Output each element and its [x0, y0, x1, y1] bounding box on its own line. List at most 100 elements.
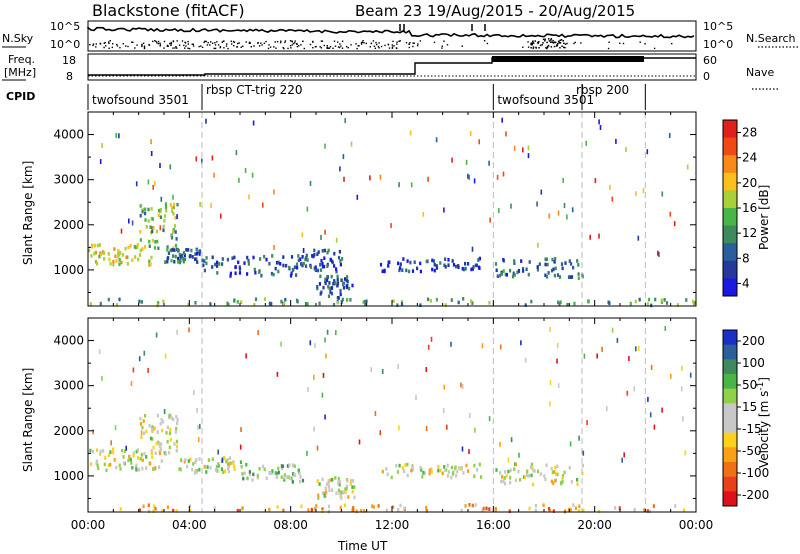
scatter-cell [475, 263, 478, 268]
nsearch-point [558, 41, 560, 43]
scatter-cell [254, 270, 257, 275]
scatter-cell [351, 485, 354, 489]
noise-cell [147, 179, 150, 185]
scatter-cell [470, 267, 473, 272]
nsearch-point [213, 47, 215, 50]
scatter-cell [316, 479, 319, 483]
nsearch-point [550, 46, 553, 48]
scatter-cell [300, 504, 303, 509]
nsearch-point [291, 44, 293, 46]
noise-cell [374, 411, 377, 416]
scatter-cell [275, 475, 278, 479]
noise-cell [324, 229, 326, 235]
nsearch-point [174, 47, 176, 49]
nsky-panel: N.Sky 10^5 10^0 10^5 10^0 N.Search [2, 20, 798, 52]
scatter-cell [462, 471, 465, 475]
nsearch-point [549, 41, 552, 43]
noise-cell [653, 424, 656, 430]
scatter-cell [280, 466, 283, 470]
scatter-cell [349, 482, 352, 486]
scatter-cell [218, 262, 221, 266]
nsearch-point [564, 46, 566, 49]
nsearch-point [258, 45, 261, 47]
scatter-cell [556, 464, 559, 469]
noise-cell [689, 372, 692, 378]
scatter-cell [157, 213, 160, 218]
scatter-cell [194, 301, 197, 305]
noise-cell [324, 414, 326, 420]
scatter-cell [327, 479, 330, 483]
scatter-cell [297, 254, 300, 258]
scatter-cell [345, 487, 348, 491]
colorbar-swatch [723, 155, 737, 174]
scatter-cell [335, 491, 338, 496]
noise-cell [430, 336, 433, 342]
scatter-cell [317, 493, 320, 498]
scatter-cell [169, 437, 172, 442]
nsearch-point [227, 47, 229, 50]
noise-cell [451, 157, 453, 163]
scatter-cell [344, 277, 347, 281]
scatter-cell [299, 257, 302, 261]
nsearch-point [261, 44, 263, 46]
scatter-cell [350, 478, 353, 483]
scatter-cell [425, 259, 428, 264]
noise-cell [276, 371, 279, 377]
nsearch-point [396, 43, 398, 45]
scatter-cell [355, 509, 358, 514]
colorbar-tick-label: 12 [742, 226, 757, 240]
scatter-cell [95, 448, 99, 452]
scatter-cell [169, 413, 172, 418]
scatter-cell [324, 281, 327, 286]
scatter-cell [685, 298, 688, 302]
scatter-cell [360, 509, 363, 513]
noise-cell [583, 353, 586, 359]
scatter-cell [148, 239, 151, 244]
nsearch-point [320, 40, 323, 42]
scatter-cell [103, 257, 106, 261]
power-colorbar-ticks: 28 24 20 16 12 8 4 [737, 126, 757, 290]
noise-cell [314, 343, 316, 348]
scatter-cell [118, 262, 121, 267]
scatter-cell [398, 268, 401, 273]
scatter-cell [330, 291, 334, 296]
nsearch-point [548, 40, 551, 42]
scatter-cell [195, 257, 198, 261]
noise-cell [502, 171, 505, 177]
scatter-cell [271, 254, 274, 258]
scatter-cell [474, 503, 477, 507]
scatter-cell [96, 261, 99, 266]
scatter-cell [271, 469, 274, 473]
scatter-cell [163, 219, 166, 223]
nsearch-point [275, 47, 277, 49]
scatter-cell [561, 480, 564, 484]
colorbar-swatch [723, 447, 737, 463]
noise-cell [409, 130, 412, 136]
scatter-cell [120, 448, 124, 453]
scatter-cell [464, 266, 467, 271]
scatter-cell [325, 490, 328, 494]
scatter-cell [160, 459, 163, 463]
scatter-cell [122, 455, 125, 459]
scatter-cell [148, 509, 151, 514]
nsearch-point [534, 40, 536, 42]
scatter-cell [327, 294, 331, 298]
scatter-cell [464, 261, 467, 266]
scatter-cell [517, 268, 520, 273]
scatter-cell [97, 466, 100, 470]
colorbar-swatch [723, 403, 737, 419]
scatter-cell [520, 259, 523, 263]
noise-cell [135, 181, 138, 187]
noise-cell [598, 119, 600, 125]
noise-cell [188, 327, 190, 333]
nsearch-point [341, 47, 344, 49]
scatter-cell [165, 431, 168, 435]
scatter-cell [201, 258, 204, 263]
scatter-cell [363, 509, 366, 513]
nsearch-point [326, 45, 328, 47]
scatter-cell [95, 461, 98, 465]
scatter-cell [501, 475, 504, 479]
noise-cell [557, 383, 560, 389]
nsearch-label: N.Search [746, 32, 796, 45]
noise-cell [176, 214, 178, 220]
